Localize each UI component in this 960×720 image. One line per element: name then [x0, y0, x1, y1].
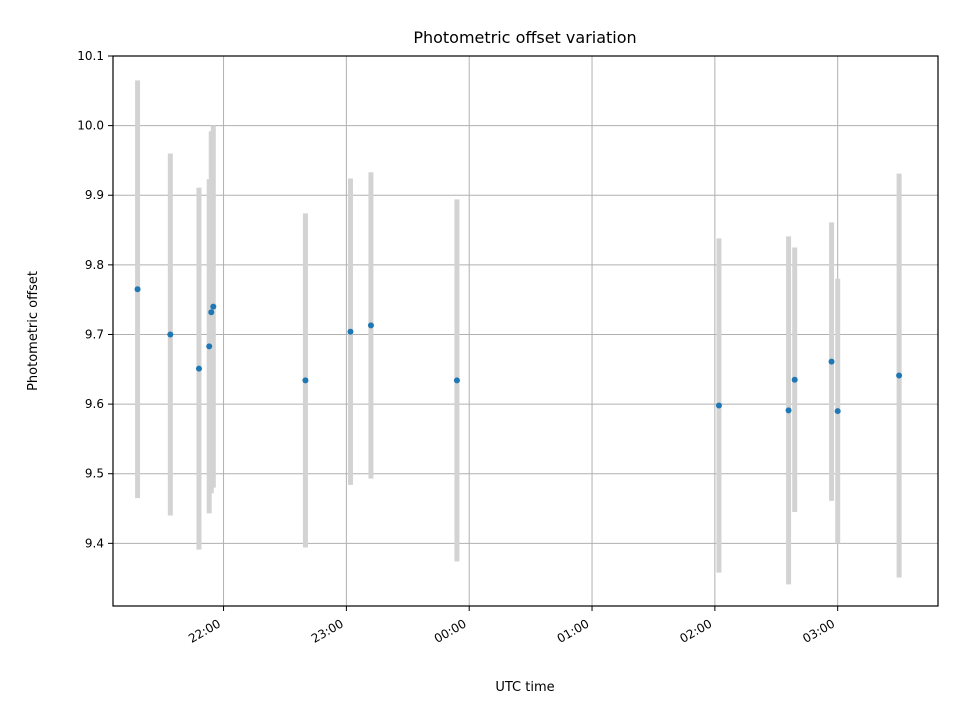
- y-axis-label: Photometric offset: [26, 271, 41, 391]
- data-point: [791, 376, 798, 383]
- y-tick-label: 9.7: [85, 327, 104, 341]
- data-point: [206, 343, 213, 350]
- y-tick-label: 10.0: [77, 119, 104, 133]
- data-point: [896, 372, 903, 379]
- grid: [113, 55, 938, 606]
- x-tick-label: 03:00: [800, 616, 837, 645]
- x-tick-label: 01:00: [555, 616, 592, 645]
- y-tick-label: 9.6: [85, 397, 104, 411]
- data-point: [828, 358, 835, 365]
- chart-title: Photometric offset variation: [413, 28, 636, 47]
- x-tick-label: 22:00: [186, 616, 223, 645]
- x-tick-label: 00:00: [432, 616, 469, 645]
- data-point: [367, 322, 374, 329]
- data-point: [210, 303, 217, 310]
- data-point: [195, 365, 202, 372]
- data-point: [715, 402, 722, 409]
- data-points: [134, 286, 903, 415]
- data-point: [453, 377, 460, 384]
- data-point: [302, 377, 309, 384]
- y-tick-label: 9.9: [85, 188, 104, 202]
- y-tick-label: 9.5: [85, 467, 104, 481]
- data-point: [834, 408, 841, 415]
- data-point: [785, 407, 792, 414]
- y-axis-ticks: 9.4 9.5 9.6 9.7 9.8 9.9 10.0 10.1: [77, 49, 113, 550]
- x-tick-label: 02:00: [677, 616, 714, 645]
- y-tick-label: 9.4: [85, 536, 104, 550]
- data-point: [347, 328, 354, 335]
- data-point: [134, 286, 141, 293]
- plot-frame: [112, 55, 939, 607]
- data-point: [167, 331, 174, 338]
- y-tick-label: 10.1: [77, 49, 104, 63]
- x-tick-label: 23:00: [309, 616, 346, 645]
- x-axis-label: UTC time: [495, 680, 554, 695]
- x-axis-ticks: 22:00 23:00 00:00 01:00 02:00 03:00: [186, 606, 839, 646]
- data-point: [208, 309, 215, 316]
- error-bars: [135, 80, 902, 585]
- y-tick-label: 9.8: [85, 258, 104, 272]
